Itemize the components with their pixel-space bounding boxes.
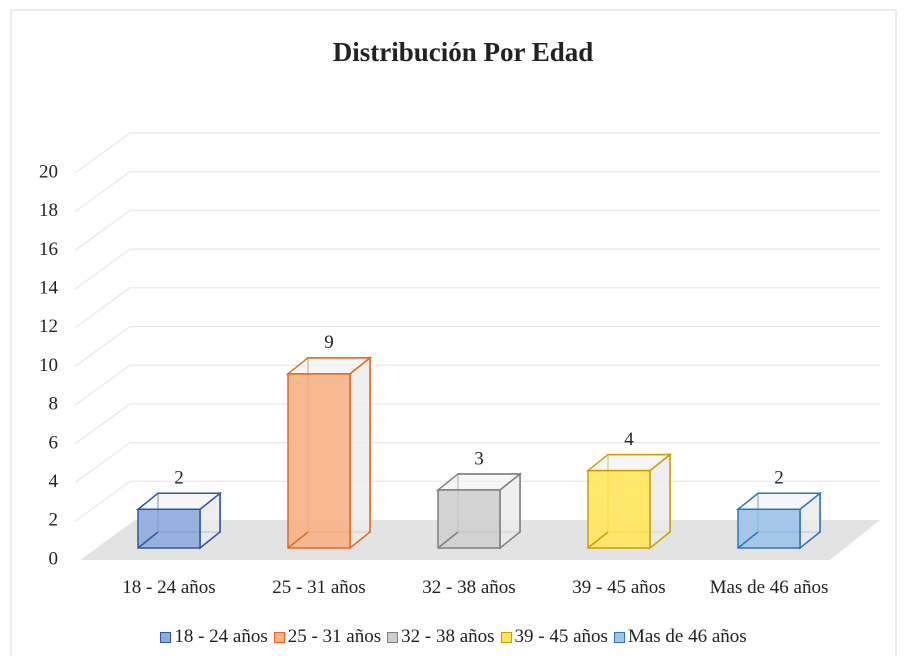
grid-line bbox=[74, 287, 880, 329]
bar-edge bbox=[137, 531, 159, 549]
grid-line bbox=[74, 442, 880, 484]
grid-line bbox=[74, 364, 880, 406]
value-label: 3 bbox=[474, 448, 484, 469]
bar-group bbox=[435, 472, 523, 550]
y-tick-label: 6 bbox=[49, 432, 59, 453]
x-tick-label: 39 - 45 años bbox=[572, 577, 666, 598]
chart-title: Distribución Por Edad bbox=[333, 37, 594, 67]
grid-line bbox=[74, 209, 880, 251]
y-tick-label: 0 bbox=[49, 548, 59, 569]
grid-line bbox=[74, 403, 880, 445]
legend-item: 39 - 45 años bbox=[500, 626, 608, 648]
bar-group bbox=[585, 453, 673, 550]
legend-label: 18 - 24 años bbox=[174, 626, 268, 647]
x-tick-label: 18 - 24 años bbox=[122, 577, 216, 598]
legend-item: 32 - 38 años bbox=[387, 626, 495, 648]
y-tick-label: 18 bbox=[39, 200, 58, 221]
y-tick-label: 4 bbox=[49, 471, 59, 492]
bar-group bbox=[735, 491, 823, 550]
legend-swatch bbox=[387, 631, 399, 643]
y-tick-label: 10 bbox=[39, 355, 58, 376]
bar bbox=[437, 489, 501, 549]
legend-item: 25 - 31 años bbox=[273, 626, 382, 648]
bar-edge bbox=[587, 531, 609, 549]
y-tick-label: 14 bbox=[39, 277, 59, 298]
legend-swatch bbox=[500, 631, 512, 643]
legend-label: 25 - 31 años bbox=[287, 626, 382, 647]
chart-border bbox=[10, 9, 897, 656]
x-tick-label: 32 - 38 años bbox=[422, 577, 516, 598]
bar-edge bbox=[737, 531, 759, 549]
bar-group bbox=[285, 356, 373, 550]
y-tick-label: 20 bbox=[39, 161, 58, 182]
grid-line bbox=[74, 325, 880, 367]
bar bbox=[737, 508, 801, 549]
y-tick-label: 8 bbox=[49, 394, 59, 415]
grid-line bbox=[74, 171, 880, 213]
legend-item: 18 - 24 años bbox=[160, 626, 268, 648]
x-tick-label: Mas de 46 años bbox=[709, 577, 829, 598]
legend-item: Mas de 46 años bbox=[613, 626, 747, 648]
grid-line bbox=[74, 248, 880, 290]
x-tick-label: 25 - 31 años bbox=[272, 577, 366, 598]
bar bbox=[137, 508, 201, 549]
value-label: 4 bbox=[624, 429, 634, 450]
bar-group bbox=[135, 491, 223, 550]
legend-label: Mas de 46 años bbox=[627, 626, 747, 647]
legend-swatch bbox=[613, 631, 625, 643]
value-label: 2 bbox=[774, 468, 784, 489]
legend-swatch bbox=[273, 631, 285, 643]
y-tick-label: 2 bbox=[49, 510, 59, 531]
y-tick-label: 12 bbox=[39, 316, 58, 337]
bar-side bbox=[349, 356, 371, 550]
legend-label: 39 - 45 años bbox=[514, 626, 608, 647]
bar-edge bbox=[287, 531, 309, 549]
value-label: 9 bbox=[324, 332, 334, 353]
grid-line bbox=[74, 132, 880, 174]
bar bbox=[587, 469, 651, 549]
value-label: 2 bbox=[174, 468, 184, 489]
bar bbox=[287, 373, 351, 549]
legend-label: 32 - 38 años bbox=[401, 626, 495, 647]
legend: 18 - 24 años 25 - 31 años 32 - 38 años 39 -… bbox=[0, 626, 907, 648]
legend-swatch bbox=[160, 631, 172, 643]
bar-edge bbox=[437, 531, 459, 549]
y-tick-label: 16 bbox=[39, 239, 58, 260]
